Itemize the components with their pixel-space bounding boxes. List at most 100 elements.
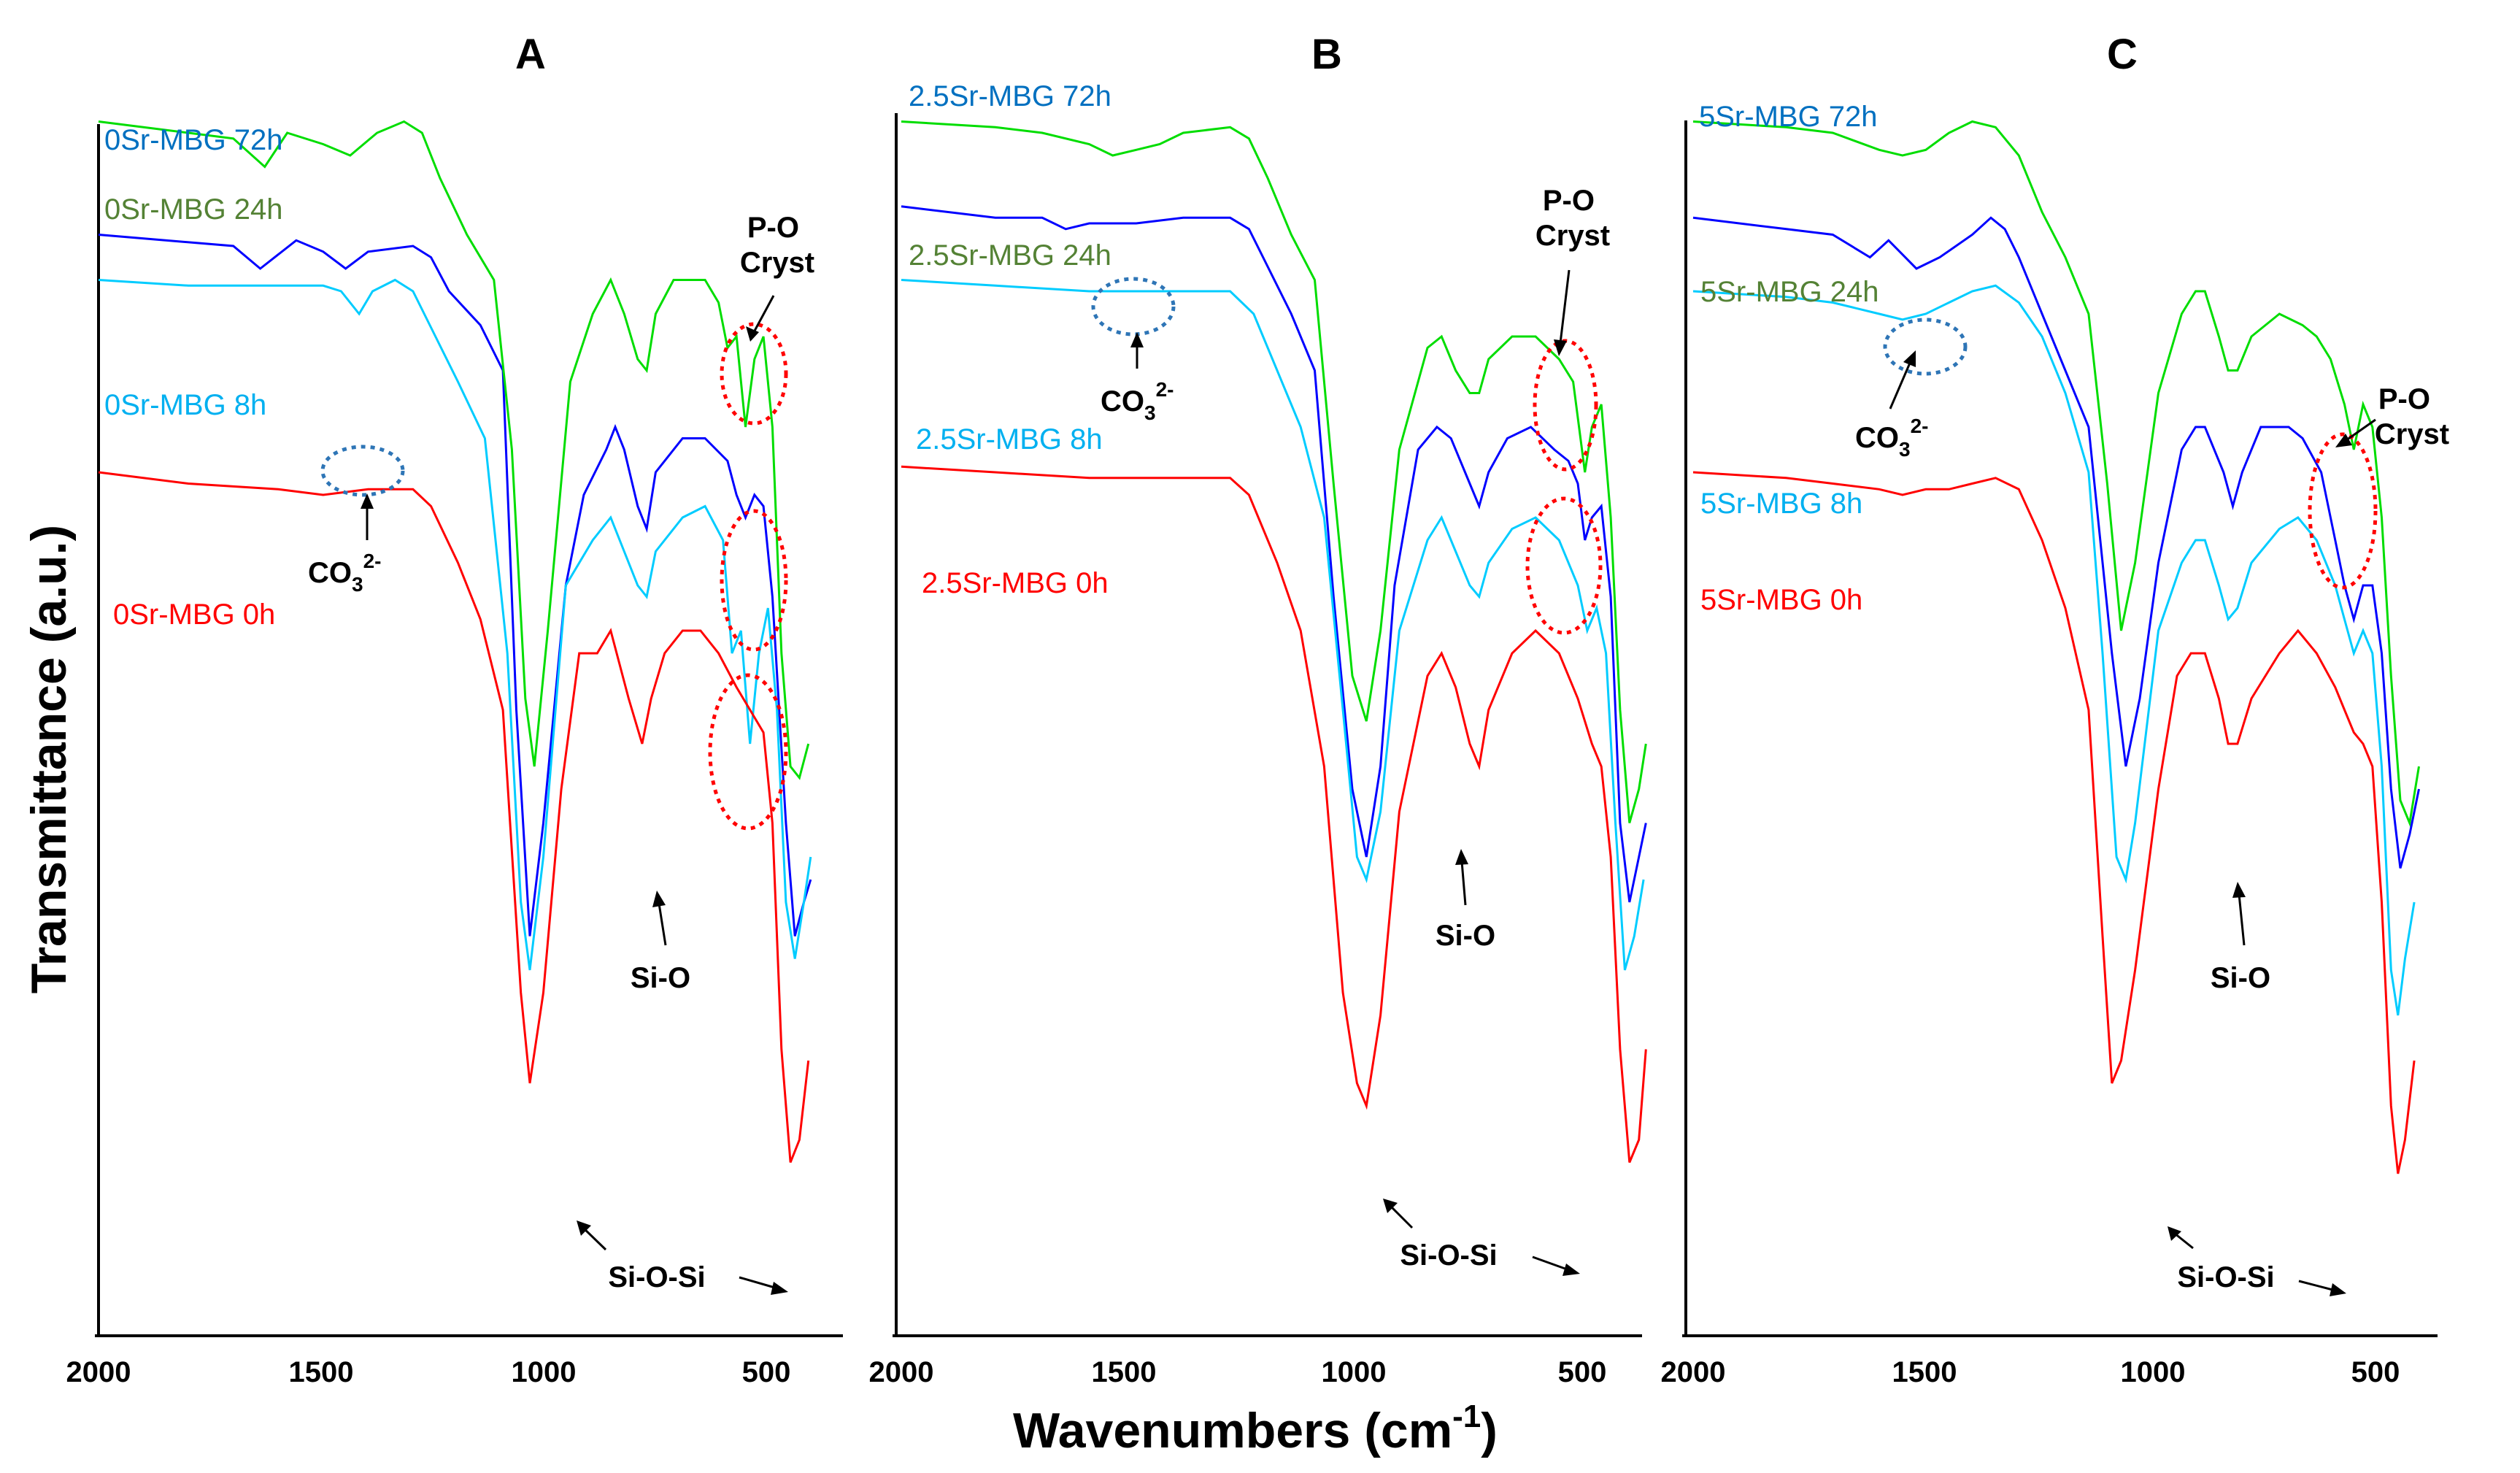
panel-c-label-8h: 5Sr-MBG 8h bbox=[1700, 488, 1862, 520]
panel-c-tick-1500: 1500 bbox=[1892, 1356, 1957, 1388]
panel-c-po-arrow bbox=[2346, 418, 2376, 442]
panel-a-sio-label: Si-O bbox=[631, 962, 690, 994]
panel-c-po-label-line2: Cryst bbox=[2375, 418, 2449, 450]
panel-a-line-8h bbox=[98, 278, 812, 971]
panel-a-label-24h: 0Sr-MBG 24h bbox=[104, 193, 283, 226]
panel-b-title: B bbox=[1311, 31, 1342, 78]
panel-b-sio-arrow bbox=[1460, 861, 1467, 906]
y-axis-title: Transmittance (a.u.) bbox=[21, 525, 77, 993]
panel-a-siosi-arrowhead-right bbox=[771, 1282, 788, 1295]
panel-a-line-24h bbox=[98, 120, 810, 780]
panel-b: B 2000 1500 1000 500 2.5Sr-MBG 72h 2.5Sr… bbox=[869, 31, 1647, 1388]
panel-b-tick-2000: 2000 bbox=[869, 1356, 934, 1388]
panel-c-line-8h bbox=[1692, 284, 2416, 1016]
panel-b-co3-label-sub: 3 bbox=[1144, 401, 1156, 424]
panel-a: A 2000 1500 1000 500 0Sr-MBG 72h 0Sr-MBG… bbox=[66, 31, 843, 1388]
panel-b-po-arrowhead bbox=[1554, 339, 1567, 356]
panel-b-siosi-label: Si-O-Si bbox=[1400, 1239, 1497, 1272]
panel-c-label-24h: 5Sr-MBG 24h bbox=[1700, 276, 1879, 308]
panel-a-po-arrow bbox=[752, 295, 775, 333]
panel-c-po-arrowhead bbox=[2335, 434, 2352, 447]
panel-c-co3-label: CO32- bbox=[1855, 415, 1928, 461]
panel-b-label-24h: 2.5Sr-MBG 24h bbox=[909, 239, 1111, 272]
panel-c-co3-label-base: CO bbox=[1855, 422, 1899, 454]
panel-c-siosi-arrowhead-right bbox=[2330, 1283, 2346, 1296]
panel-a-siosi-arrowhead-left bbox=[577, 1220, 591, 1236]
x-axis-title-superscript: -1 bbox=[1452, 1399, 1481, 1434]
panel-c-po-circle bbox=[2308, 432, 2378, 590]
panel-c-siosi-arrow-left bbox=[2174, 1232, 2194, 1250]
panel-a-tick-1500: 1500 bbox=[289, 1356, 354, 1388]
panel-c-co3-arrowhead bbox=[1903, 350, 1916, 367]
panel-a-po-arrowhead bbox=[746, 326, 759, 342]
panel-b-sio-arrowhead bbox=[1455, 849, 1468, 865]
panel-b-line-0h bbox=[901, 465, 1647, 1164]
panel-b-po-arrow bbox=[1559, 269, 1571, 344]
panel-b-siosi-arrowhead-right bbox=[1563, 1264, 1580, 1276]
panel-b-line-8h bbox=[901, 279, 1645, 971]
panel-a-sio-arrow bbox=[658, 903, 667, 946]
panel-c-line-72h bbox=[1692, 216, 2420, 869]
panel-b-label-0h: 2.5Sr-MBG 0h bbox=[922, 567, 1109, 599]
panel-b-tick-500: 500 bbox=[1558, 1356, 1607, 1388]
panel-a-po-label: P-O Cryst bbox=[740, 212, 814, 279]
panel-b-po-circle-2 bbox=[1525, 496, 1603, 635]
panel-a-po-circle-1 bbox=[720, 322, 788, 426]
panel-b-co3-arrowhead bbox=[1130, 332, 1144, 347]
panel-b-series bbox=[901, 120, 1647, 1164]
panel-a-siosi-arrow-left bbox=[582, 1227, 607, 1251]
panel-b-label-8h: 2.5Sr-MBG 8h bbox=[916, 423, 1103, 455]
panel-b-po-label-line2: Cryst bbox=[1535, 220, 1610, 252]
panel-c-sio-arrowhead bbox=[2232, 882, 2246, 898]
panel-b-co3-label-base: CO bbox=[1101, 385, 1144, 418]
panel-b-tick-1000: 1000 bbox=[1322, 1356, 1387, 1388]
panel-c-siosi-arrowhead-left bbox=[2168, 1226, 2181, 1241]
panel-c-label-0h: 5Sr-MBG 0h bbox=[1700, 584, 1862, 616]
panel-c-sio-arrow bbox=[2238, 893, 2246, 946]
panel-c-tick-1000: 1000 bbox=[2121, 1356, 2186, 1388]
panel-b-label-72h: 2.5Sr-MBG 72h bbox=[909, 80, 1111, 112]
panel-a-tick-500: 500 bbox=[742, 1356, 791, 1388]
panel-a-label-8h: 0Sr-MBG 8h bbox=[104, 389, 266, 421]
panel-c-co3-label-sub: 3 bbox=[1899, 438, 1911, 461]
panel-a-series bbox=[98, 120, 812, 1164]
x-axis-title-close: ) bbox=[1481, 1403, 1498, 1458]
panel-b-line-24h bbox=[901, 120, 1647, 823]
panel-c-title: C bbox=[2107, 31, 2138, 78]
panel-a-title: A bbox=[515, 31, 546, 78]
panel-b-co3-label-sup: 2- bbox=[1156, 378, 1174, 401]
panel-b-siosi-arrow-left bbox=[1389, 1204, 1414, 1229]
panel-b-line-72h bbox=[901, 205, 1647, 903]
panel-a-po-circle-3 bbox=[708, 673, 788, 831]
panel-b-co3-circle bbox=[1091, 277, 1176, 336]
panel-c-line-0h bbox=[1692, 471, 2416, 1174]
panel-a-tick-2000: 2000 bbox=[66, 1356, 131, 1388]
panel-a-line-0h bbox=[98, 471, 810, 1164]
panel-c-label-72h: 5Sr-MBG 72h bbox=[1699, 101, 1878, 133]
panel-b-po-circle-1 bbox=[1533, 339, 1598, 472]
panel-c-co3-circle bbox=[1883, 318, 1968, 376]
panel-a-siosi-arrow-right bbox=[739, 1276, 778, 1290]
panel-a-co3-label-sub: 3 bbox=[352, 573, 363, 596]
panel-c-siosi-arrow-right bbox=[2298, 1280, 2336, 1292]
panel-c-po-label-line1: P-O bbox=[2378, 383, 2430, 415]
panel-b-po-label-line1: P-O bbox=[1543, 185, 1595, 217]
panel-a-co3-label-base: CO bbox=[308, 557, 352, 589]
panel-b-ticks: 2000 1500 1000 500 bbox=[869, 1356, 1607, 1388]
panel-b-siosi-arrow-right bbox=[1532, 1255, 1570, 1272]
panel-c-series bbox=[1692, 120, 2420, 1174]
panel-c-co3-label-sup: 2- bbox=[1911, 415, 1929, 437]
panel-a-tick-1000: 1000 bbox=[512, 1356, 577, 1388]
panel-a-po-circle-2 bbox=[720, 509, 788, 652]
panel-a-po-label-line1: P-O bbox=[747, 212, 799, 244]
x-axis-title: Wavenumbers (cm-1) bbox=[1013, 1399, 1498, 1458]
panel-a-co3-arrowhead bbox=[361, 493, 374, 509]
panel-a-siosi-label: Si-O-Si bbox=[608, 1261, 705, 1293]
panel-a-co3-label-sup: 2- bbox=[363, 550, 382, 572]
panel-c-ticks: 2000 1500 1000 500 bbox=[1661, 1356, 2400, 1388]
panel-c-line-24h bbox=[1692, 120, 2420, 827]
panel-a-co3-label: CO32- bbox=[308, 550, 381, 596]
panel-c-siosi-label: Si-O-Si bbox=[2177, 1261, 2274, 1293]
panel-a-ticks: 2000 1500 1000 500 bbox=[66, 1356, 791, 1388]
